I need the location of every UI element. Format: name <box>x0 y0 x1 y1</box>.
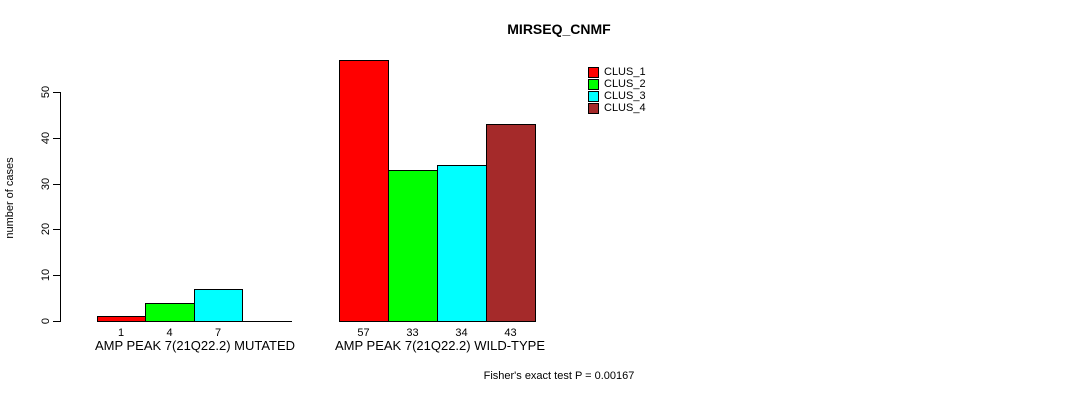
legend-item-label: CLUS_3 <box>604 90 646 102</box>
legend-item: CLUS_3 <box>588 90 646 102</box>
legend-swatch-CLUS_2 <box>588 78 599 90</box>
chart-title: MIRSEQ_CNMF <box>507 21 611 37</box>
legend-swatch-CLUS_1 <box>588 66 599 78</box>
y-axis-tick <box>53 229 60 230</box>
x-category-label: AMP PEAK 7(21Q22.2) WILD-TYPE <box>335 338 545 353</box>
y-axis-tick <box>53 321 60 322</box>
bar-CLUS_2-group2 <box>388 170 438 322</box>
bar-CLUS_1-group2 <box>339 60 389 322</box>
bar-CLUS_2-group1 <box>145 303 195 322</box>
y-axis-tick <box>53 138 60 139</box>
y-axis-tick <box>53 275 60 276</box>
x-category-label: AMP PEAK 7(21Q22.2) MUTATED <box>94 338 296 353</box>
legend-item: CLUS_1 <box>588 66 646 78</box>
legend-item: CLUS_2 <box>588 78 646 90</box>
y-axis-line <box>60 92 61 322</box>
bar-value-label: 34 <box>455 327 468 339</box>
bar-CLUS_3-group1 <box>194 289 243 322</box>
legend-item-label: CLUS_1 <box>604 66 646 78</box>
bar-value-label: 57 <box>357 327 370 339</box>
legend: CLUS_1 CLUS_2 CLUS_3 CLUS_4 <box>588 66 646 114</box>
y-axis-tick-label: 40 <box>40 131 52 145</box>
bar-CLUS_4-group1-zero <box>242 321 292 322</box>
bar-value-label: 7 <box>214 327 222 339</box>
legend-item-label: CLUS_4 <box>604 102 646 114</box>
y-axis-tick-label: 0 <box>40 317 52 325</box>
bar-CLUS_1-group1 <box>97 316 146 322</box>
fisher-test-annotation: Fisher's exact test P = 0.00167 <box>483 370 635 382</box>
legend-item-label: CLUS_2 <box>604 78 646 90</box>
y-axis-tick <box>53 92 60 93</box>
y-axis-tick-label: 20 <box>40 222 52 236</box>
y-axis-tick <box>53 184 60 185</box>
bar-value-label: 43 <box>504 327 517 339</box>
y-axis-tick-label: 30 <box>40 177 52 191</box>
y-axis-tick-label: 10 <box>40 268 52 282</box>
y-axis-tick-label: 50 <box>40 85 52 99</box>
bar-value-label: 1 <box>117 327 125 339</box>
bar-CLUS_3-group2 <box>437 165 487 322</box>
legend-swatch-CLUS_3 <box>588 90 599 102</box>
bar-value-label: 33 <box>406 327 419 339</box>
legend-item: CLUS_4 <box>588 102 646 114</box>
bar-value-label: 4 <box>166 327 173 339</box>
legend-swatch-CLUS_4 <box>588 102 599 114</box>
bar-CLUS_4-group2 <box>486 124 536 322</box>
